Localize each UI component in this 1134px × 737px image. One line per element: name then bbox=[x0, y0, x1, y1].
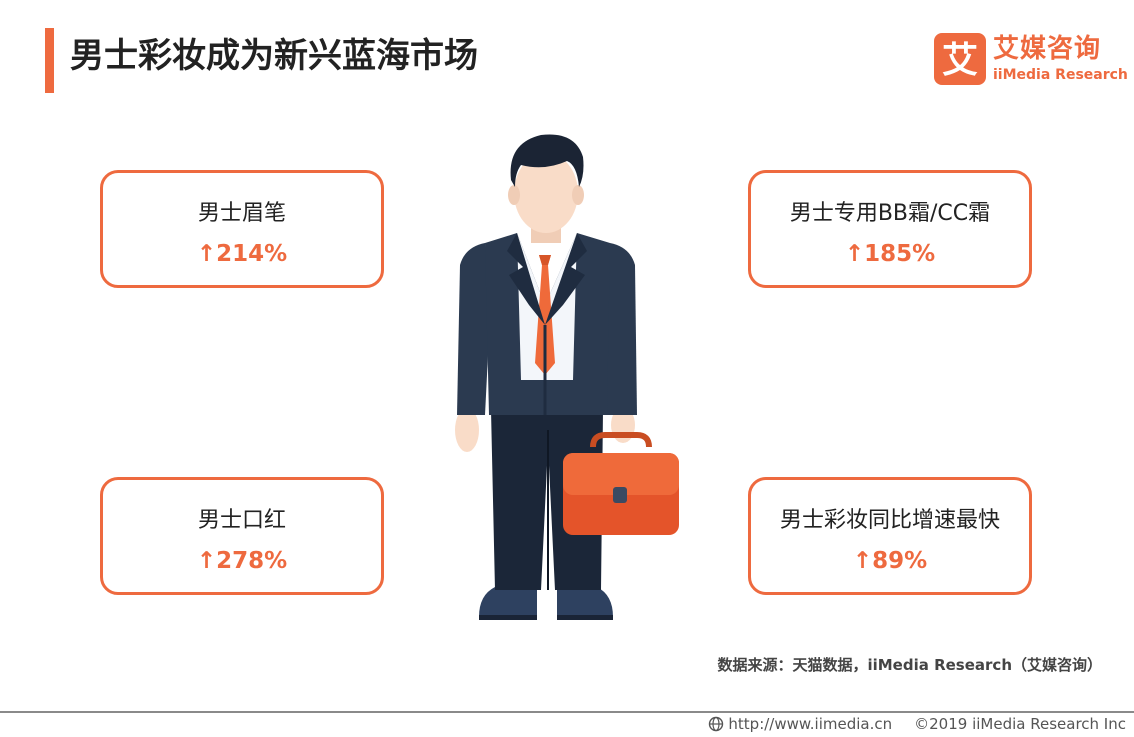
globe-icon bbox=[709, 716, 724, 732]
businessman-with-briefcase-icon bbox=[455, 134, 679, 620]
stat-card-label: 男士彩妆同比增速最快 bbox=[779, 508, 1000, 533]
up-arrow-icon: ↑ bbox=[852, 548, 873, 574]
logo-name-en: iiMedia Research bbox=[993, 67, 1128, 83]
page-title: 男士彩妆成为新兴蓝海市场 bbox=[70, 36, 478, 76]
stat-growth-value: 185% bbox=[864, 241, 936, 267]
stat-card-makeup-growth: 男士彩妆同比增速最快 ↑89% bbox=[748, 477, 1032, 595]
brand-logo: 艾 艾媒咨询 iiMedia Research bbox=[934, 33, 1128, 85]
stat-growth-value: 214% bbox=[216, 241, 288, 267]
stat-growth-value: 278% bbox=[216, 548, 288, 574]
up-arrow-icon: ↑ bbox=[844, 241, 865, 267]
stat-card-value: ↑214% bbox=[103, 239, 381, 269]
logo-name-cn: 艾媒咨询 bbox=[993, 34, 1102, 64]
footer-url[interactable]: http://www.iimedia.cn bbox=[728, 715, 893, 733]
title-accent-bar bbox=[45, 28, 54, 93]
iimedia-logo-icon: 艾 bbox=[934, 33, 986, 85]
footer-copyright: ©2019 iiMedia Research Inc bbox=[914, 715, 1126, 733]
stat-growth-value: 89% bbox=[872, 548, 928, 574]
stat-card-label: 男士口红 bbox=[197, 508, 286, 533]
footer-divider bbox=[0, 711, 1134, 713]
stat-card-value: ↑89% bbox=[751, 546, 1029, 576]
up-arrow-icon: ↑ bbox=[196, 548, 217, 574]
logo-mark-char: 艾 bbox=[942, 40, 978, 81]
stat-card-label: 男士专用BB霜/CC霜 bbox=[789, 201, 991, 226]
stat-card-bb-cc-cream: 男士专用BB霜/CC霜 ↑185% bbox=[748, 170, 1032, 288]
footer: http://www.iimedia.cn ©2019 iiMedia Rese… bbox=[708, 714, 1126, 734]
stat-card-label: 男士眉笔 bbox=[197, 201, 286, 226]
data-source-note: 数据来源：天猫数据，iiMedia Research（艾媒咨询） bbox=[717, 656, 1102, 674]
stat-card-eyebrow-pencil: 男士眉笔 ↑214% bbox=[100, 170, 384, 288]
up-arrow-icon: ↑ bbox=[196, 241, 217, 267]
stat-card-value: ↑185% bbox=[751, 239, 1029, 269]
stat-card-value: ↑278% bbox=[103, 546, 381, 576]
stat-card-lipstick: 男士口红 ↑278% bbox=[100, 477, 384, 595]
